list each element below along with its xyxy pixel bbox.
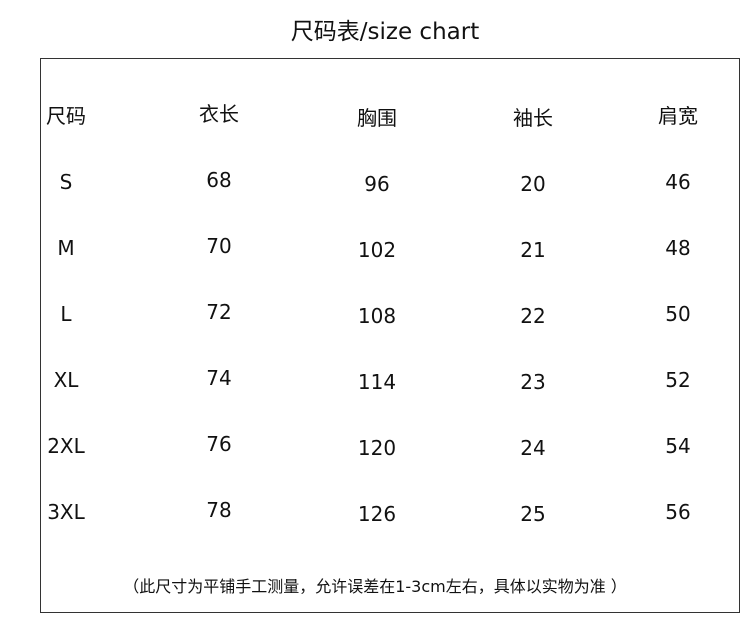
- table-cell: 25: [520, 502, 546, 526]
- column-header: 衣长: [199, 102, 239, 126]
- table-cell: 2XL: [47, 434, 85, 458]
- table-cell: L: [60, 302, 72, 326]
- table-cell: 68: [206, 168, 232, 192]
- table-cell: M: [57, 236, 75, 260]
- table-cell: S: [59, 170, 73, 194]
- measurement-note: （此尺寸为平铺手工测量，允许误差在1-3cm左右，具体以实物为准 ）: [123, 577, 627, 596]
- size-table: [40, 58, 740, 613]
- table-cell: 48: [665, 236, 691, 260]
- page-title: 尺码表/size chart: [290, 19, 480, 45]
- table-cell: 120: [357, 436, 397, 460]
- table-cell: 22: [520, 304, 546, 328]
- table-cell: 3XL: [47, 500, 85, 524]
- table-cell: 23: [520, 370, 546, 394]
- table-cell: XL: [53, 368, 79, 392]
- table-cell: 74: [206, 366, 232, 390]
- table-cell: 76: [206, 432, 232, 456]
- column-header: 袖长: [513, 106, 553, 130]
- column-header: 尺码: [46, 104, 86, 128]
- table-cell: 126: [357, 502, 397, 526]
- table-cell: 56: [665, 500, 691, 524]
- table-cell: 46: [665, 170, 691, 194]
- table-cell: 24: [520, 436, 546, 460]
- table-cell: 78: [206, 498, 232, 522]
- column-header: 胸围: [357, 106, 397, 130]
- table-cell: 52: [665, 368, 691, 392]
- table-cell: 96: [364, 172, 390, 196]
- table-cell: 20: [520, 172, 546, 196]
- table-cell: 72: [206, 300, 232, 324]
- table-cell: 102: [357, 238, 397, 262]
- table-cell: 54: [665, 434, 691, 458]
- table-cell: 50: [665, 302, 691, 326]
- table-cell: 108: [357, 304, 397, 328]
- table-cell: 70: [206, 234, 232, 258]
- table-cell: 21: [520, 238, 546, 262]
- table-cell: 114: [357, 370, 397, 394]
- column-header: 肩宽: [658, 104, 698, 128]
